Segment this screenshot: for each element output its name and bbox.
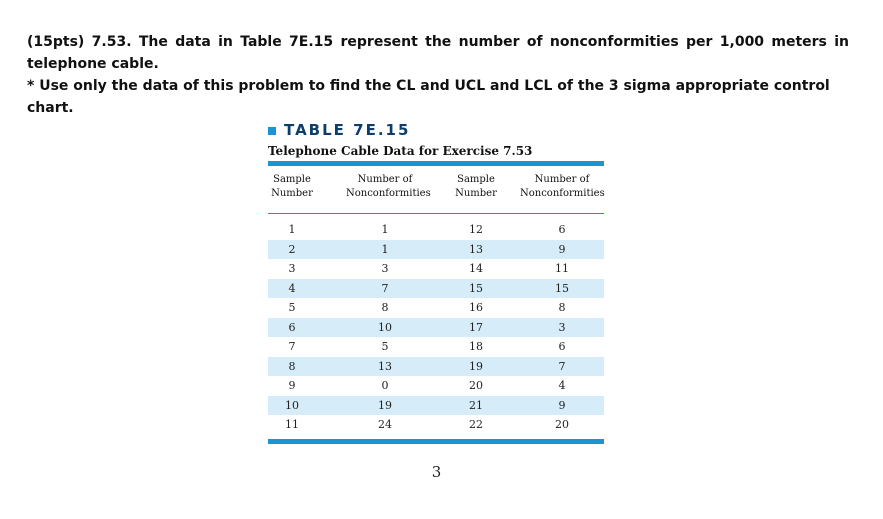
- cell-sample-1: 11: [285, 418, 299, 431]
- header-text: Number of: [534, 174, 590, 185]
- header-text: Sample: [273, 174, 311, 185]
- table-row: 2 1 13 9: [268, 239, 604, 259]
- cell-count-2: 20: [555, 418, 569, 431]
- table-row: 3 3 14 11: [268, 259, 604, 279]
- cell-sample-2: 16: [469, 301, 483, 314]
- cell-sample-1: 2: [288, 242, 296, 256]
- header-text: Nonconformities: [346, 188, 431, 199]
- table-row: 1 1 12 6: [268, 220, 604, 240]
- cell-sample-2: 15: [469, 281, 483, 295]
- table-row: 8 13 19 7: [268, 356, 604, 376]
- table-row: 10 19 21 9: [268, 395, 604, 415]
- cell-sample-1: 7: [288, 340, 296, 353]
- cell-count-1: 0: [381, 379, 389, 392]
- cell-count-2: 4: [558, 379, 566, 392]
- cell-count-2: 15: [555, 281, 569, 295]
- cell-count-2: 6: [558, 340, 566, 353]
- header-text: Sample: [457, 174, 495, 185]
- cell-sample-2: 14: [469, 262, 483, 275]
- header-text: Number: [455, 188, 497, 199]
- cell-sample-1: 5: [288, 301, 296, 314]
- header-text: Nonconformities: [520, 188, 605, 199]
- cell-sample-2: 22: [469, 418, 483, 431]
- table-top-rule: [268, 161, 604, 166]
- cell-count-2: 7: [558, 359, 566, 373]
- header-text: Number: [271, 188, 313, 199]
- table-bottom-rule: [268, 438, 604, 444]
- square-bullet-icon: [268, 126, 276, 135]
- cell-count-2: 11: [555, 262, 569, 275]
- table-row: 9 0 20 4: [268, 376, 604, 396]
- cell-sample-1: 3: [288, 262, 296, 275]
- cell-sample-2: 12: [469, 223, 483, 236]
- table-row: 4 7 15 15: [268, 278, 604, 298]
- table-row: 5 8 16 8: [268, 298, 604, 318]
- table-body: 1 1 12 6 2 1 13 9 3 3 14 11 4 7 15 15 5 8 16 8 6 10 17 3 7…: [268, 214, 604, 439]
- cell-count-1: 13: [378, 359, 392, 373]
- header-nonconformities-2: Number of Nonconformities: [520, 173, 605, 201]
- header-text: Number of: [357, 174, 413, 185]
- problem-instruction: * Use only the data of this problem to f…: [27, 78, 830, 116]
- cell-sample-1: 10: [285, 398, 299, 412]
- cell-count-2: 3: [558, 320, 566, 334]
- cell-count-2: 9: [558, 242, 566, 256]
- cell-sample-1: 9: [288, 379, 296, 392]
- table-caption: Telephone Cable Data for Exercise 7.53: [268, 144, 533, 158]
- cell-count-1: 24: [378, 418, 392, 431]
- cell-count-1: 1: [381, 242, 389, 256]
- table-row: 11 24 22 20: [268, 415, 604, 435]
- header-nonconformities-1: Number of Nonconformities: [346, 173, 431, 201]
- cell-count-2: 6: [558, 223, 566, 236]
- cell-sample-1: 6: [288, 320, 296, 334]
- table-row: 7 5 18 6: [268, 337, 604, 357]
- cell-sample-2: 18: [469, 340, 483, 353]
- cell-count-1: 1: [381, 223, 389, 236]
- problem-statement: (15pts) 7.53. The data in Table 7E.15 re…: [27, 31, 849, 119]
- cell-sample-2: 20: [469, 379, 483, 392]
- cell-count-1: 10: [378, 320, 392, 334]
- problem-line-1: (15pts) 7.53. The data in Table 7E.15 re…: [27, 34, 849, 50]
- header-sample-number-1: Sample Number: [268, 173, 316, 201]
- cell-sample-2: 19: [469, 359, 483, 373]
- cell-sample-2: 13: [469, 242, 483, 256]
- cell-sample-2: 17: [469, 320, 483, 334]
- cell-sample-1: 1: [288, 223, 296, 236]
- cell-count-2: 9: [558, 398, 566, 412]
- cell-count-1: 3: [381, 262, 389, 275]
- table-label: TABLE 7E.15: [268, 120, 604, 140]
- cell-count-1: 8: [381, 301, 389, 314]
- page-number: 3: [431, 463, 442, 481]
- table-header-rule: [268, 213, 604, 214]
- cell-sample-1: 8: [288, 359, 296, 373]
- header-sample-number-2: Sample Number: [446, 173, 506, 201]
- table-header: Sample Number Number of Nonconformities …: [268, 166, 605, 213]
- table-row: 6 10 17 3: [268, 317, 604, 337]
- cell-count-1: 19: [378, 398, 392, 412]
- table-label-text: TABLE 7E.15: [284, 121, 411, 139]
- cell-sample-2: 21: [469, 398, 483, 412]
- problem-line-2: telephone cable.: [27, 56, 159, 72]
- cell-count-1: 5: [381, 340, 389, 353]
- cell-sample-1: 4: [288, 281, 296, 295]
- cell-count-2: 8: [558, 301, 566, 314]
- cell-count-1: 7: [381, 281, 389, 295]
- data-table: TABLE 7E.15 Telephone Cable Data for Exe…: [268, 120, 605, 444]
